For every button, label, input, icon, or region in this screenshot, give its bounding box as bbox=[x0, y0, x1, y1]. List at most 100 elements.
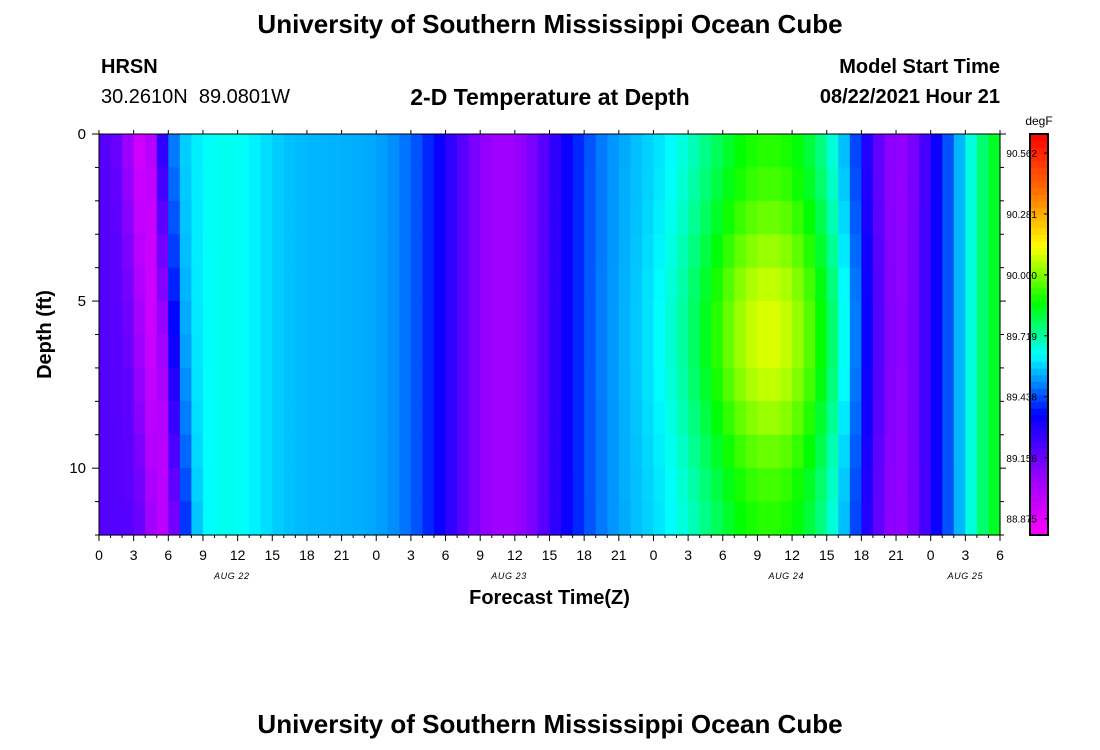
heatmap-cell bbox=[341, 334, 354, 369]
heatmap-cell bbox=[711, 267, 724, 302]
heatmap-cell bbox=[641, 134, 655, 169]
heatmap-cell bbox=[179, 501, 193, 536]
heatmap-cell bbox=[561, 267, 574, 302]
heatmap-cell bbox=[803, 334, 816, 369]
heatmap-cell bbox=[826, 134, 839, 169]
heatmap-cell bbox=[803, 301, 816, 336]
heatmap-cell bbox=[364, 468, 377, 503]
heatmap-cell bbox=[122, 301, 135, 336]
heatmap-cell bbox=[410, 501, 424, 536]
heatmap-cell bbox=[896, 267, 909, 302]
heatmap-cell bbox=[133, 200, 146, 235]
heatmap-cell bbox=[526, 501, 539, 536]
heatmap-cell bbox=[653, 167, 666, 202]
heatmap-cell bbox=[249, 200, 262, 235]
colorbar-tick-label: 90.000 bbox=[1006, 271, 1037, 282]
heatmap-cell bbox=[110, 200, 123, 235]
heatmap-cell bbox=[561, 434, 574, 469]
heatmap-cell bbox=[122, 468, 135, 503]
heatmap-cell bbox=[156, 167, 169, 202]
heatmap-cell bbox=[318, 301, 331, 336]
x-tick-label: 3 bbox=[961, 547, 969, 563]
heatmap-cell bbox=[849, 134, 862, 169]
heatmap-cell bbox=[838, 134, 851, 169]
heatmap-cell bbox=[156, 367, 169, 402]
heatmap-cell bbox=[872, 434, 886, 469]
heatmap-cell bbox=[491, 134, 504, 169]
heatmap-cell bbox=[584, 367, 597, 402]
heatmap-cell bbox=[260, 367, 273, 402]
heatmap-cell bbox=[133, 267, 146, 302]
heatmap-cell bbox=[399, 167, 412, 202]
heatmap-cell bbox=[826, 234, 839, 269]
heatmap-cell bbox=[249, 334, 262, 369]
heatmap-cell bbox=[711, 134, 724, 169]
heatmap-cell bbox=[410, 334, 424, 369]
heatmap-cell bbox=[688, 134, 701, 169]
heatmap-cell bbox=[884, 234, 897, 269]
heatmap-cell bbox=[399, 267, 412, 302]
colorbar-segment bbox=[1030, 307, 1048, 316]
heatmap-cell bbox=[445, 434, 458, 469]
heatmap-cell bbox=[884, 200, 897, 235]
heatmap-cell bbox=[595, 301, 608, 336]
heatmap-cell bbox=[283, 267, 296, 302]
heatmap-cell bbox=[907, 501, 920, 536]
heatmap-cell bbox=[133, 167, 146, 202]
heatmap-cell bbox=[514, 468, 527, 503]
heatmap-cell bbox=[526, 267, 539, 302]
heatmap-cell bbox=[711, 434, 724, 469]
heatmap-cell bbox=[838, 434, 851, 469]
heatmap-cell bbox=[653, 434, 666, 469]
heatmap-cell bbox=[110, 501, 123, 536]
heatmap-cell bbox=[988, 234, 1001, 269]
heatmap-cell bbox=[295, 167, 308, 202]
heatmap-cell bbox=[803, 200, 816, 235]
heatmap-cell bbox=[156, 134, 169, 169]
heatmap-cell bbox=[110, 301, 123, 336]
heatmap-cell bbox=[792, 134, 805, 169]
heatmap-cell bbox=[457, 367, 470, 402]
heatmap-cell bbox=[214, 334, 227, 369]
heatmap-cell bbox=[283, 167, 296, 202]
heatmap-cell bbox=[468, 468, 481, 503]
heatmap-cell bbox=[699, 334, 712, 369]
heatmap-cell bbox=[457, 501, 470, 536]
heatmap-cell bbox=[745, 301, 759, 336]
heatmap-cell bbox=[364, 434, 377, 469]
colorbar-segment bbox=[1030, 274, 1048, 282]
heatmap-cell bbox=[976, 301, 990, 336]
heatmap-cell bbox=[202, 134, 216, 169]
heatmap-cell bbox=[665, 301, 678, 336]
heatmap-cell bbox=[295, 200, 308, 235]
heatmap-cell bbox=[399, 301, 412, 336]
heatmap-cell bbox=[364, 334, 377, 369]
heatmap-cell bbox=[561, 468, 574, 503]
heatmap-cell bbox=[537, 334, 551, 369]
heatmap-cell bbox=[792, 167, 805, 202]
heatmap-cell bbox=[341, 134, 354, 169]
heatmap-cell bbox=[214, 267, 227, 302]
colorbar-segment bbox=[1030, 347, 1048, 356]
heatmap-cell bbox=[168, 334, 181, 369]
heatmap-cell bbox=[768, 367, 782, 402]
heatmap-cell bbox=[249, 234, 262, 269]
x-tick-label: 9 bbox=[199, 547, 207, 563]
heatmap-cell bbox=[283, 334, 296, 369]
heatmap-cell bbox=[191, 401, 204, 436]
heatmap-cell bbox=[757, 468, 770, 503]
heatmap-cell bbox=[99, 468, 112, 503]
heatmap-cell bbox=[353, 401, 366, 436]
heatmap-cell bbox=[872, 334, 886, 369]
heatmap-cell bbox=[792, 468, 805, 503]
heatmap-cell bbox=[676, 200, 689, 235]
heatmap-cell bbox=[364, 501, 377, 536]
page-title: University of Southern Mississippi Ocean… bbox=[257, 9, 843, 39]
heatmap-cell bbox=[422, 434, 435, 469]
heatmap-cell bbox=[364, 367, 377, 402]
heatmap-cell bbox=[572, 434, 585, 469]
heatmap-cell bbox=[468, 434, 481, 469]
heatmap-cell bbox=[676, 468, 689, 503]
heatmap-cell bbox=[272, 267, 285, 302]
x-tick-label: 12 bbox=[230, 547, 246, 563]
